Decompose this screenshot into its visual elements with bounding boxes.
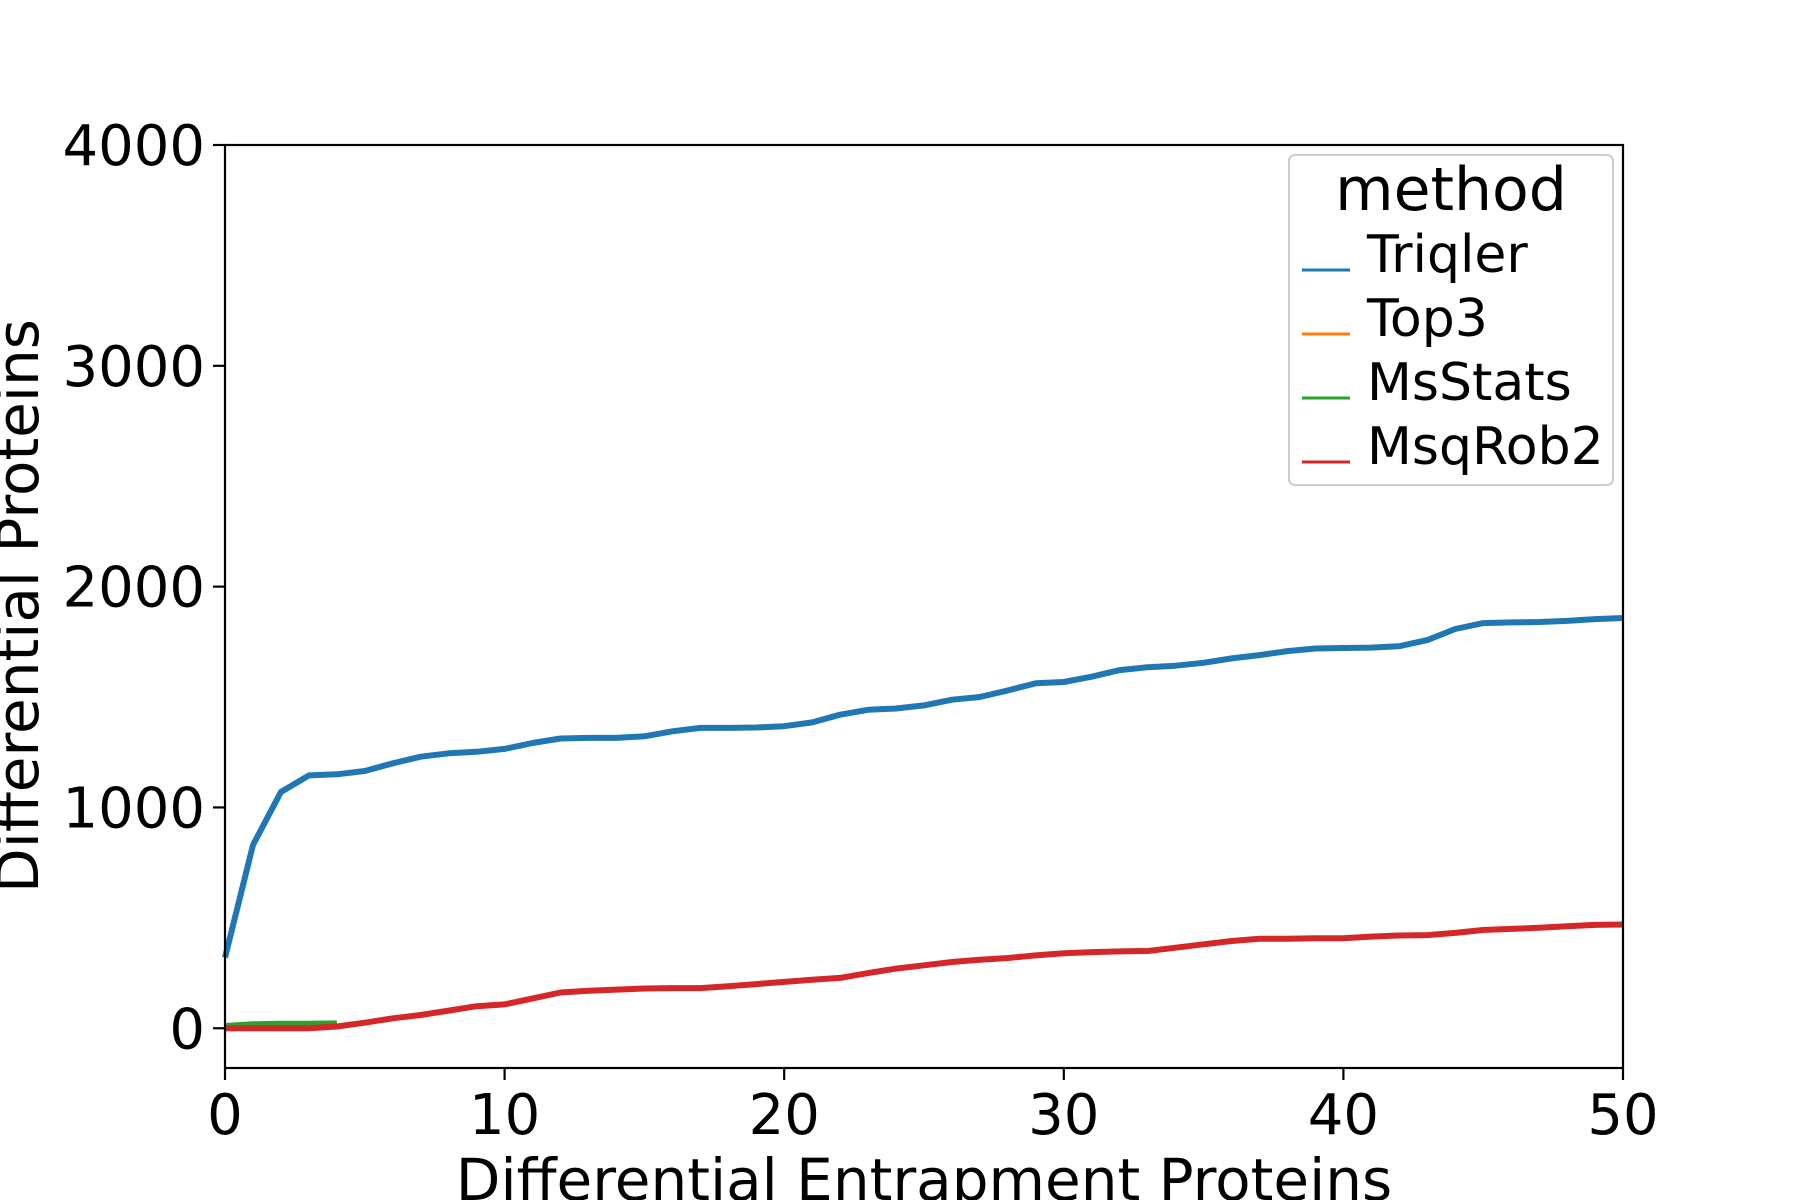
series-layer	[222, 615, 1624, 1032]
legend-label-msqrob2: MsqRob2	[1367, 417, 1604, 477]
x-tick-label: 40	[1308, 1083, 1379, 1148]
y-tick-label: 1000	[62, 776, 205, 841]
x-axis-ticks: 0 10 20 30 40 50	[207, 1068, 1659, 1148]
legend-title: method	[1335, 155, 1567, 225]
x-tick-label: 20	[749, 1083, 820, 1148]
series-line-msqrob2	[225, 921, 1624, 1032]
y-tick-label: 3000	[62, 335, 205, 400]
x-axis-title: Differential Entrapment Proteins	[456, 1146, 1392, 1200]
x-tick-label: 0	[207, 1083, 243, 1148]
legend-label-triqler: Triqler	[1366, 225, 1528, 285]
y-axis-title: Differential Proteins	[0, 319, 52, 893]
y-tick-label: 0	[169, 997, 205, 1062]
series-line-triqler	[222, 615, 1624, 959]
y-tick-label: 4000	[62, 114, 205, 179]
x-tick-label: 50	[1587, 1083, 1658, 1148]
legend-label-msstats: MsStats	[1367, 353, 1572, 413]
x-tick-label: 30	[1028, 1083, 1099, 1148]
y-axis-ticks: 0 1000 2000 3000 4000	[62, 114, 225, 1062]
legend-box	[1288, 154, 1614, 486]
series-line-msstats	[224, 1020, 337, 1029]
y-tick-label: 2000	[62, 556, 205, 621]
legend-label-top3: Top3	[1366, 289, 1488, 349]
plot-frame	[223, 143, 1625, 1070]
x-tick-label: 10	[469, 1083, 540, 1148]
